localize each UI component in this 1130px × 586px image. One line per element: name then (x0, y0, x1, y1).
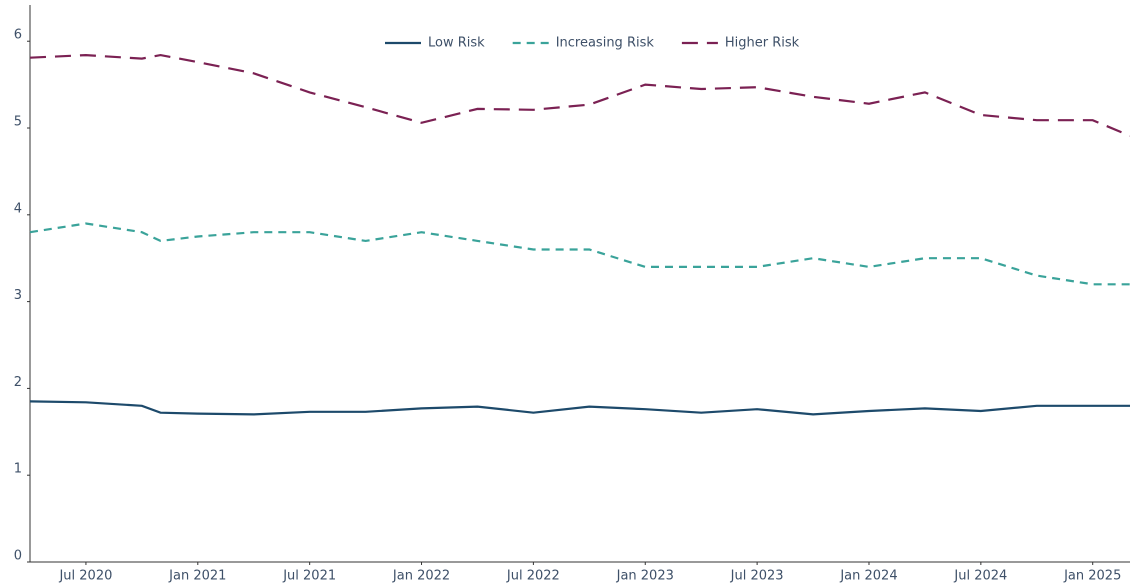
x-tick-label: Jan 2021 (168, 569, 226, 584)
series-line (29, 53, 1130, 137)
y-tick-label: 0 (14, 549, 22, 564)
x-tick-label: Jan 2022 (392, 569, 450, 584)
x-tick-label: Jan 2025 (1063, 569, 1121, 584)
x-tick-label: Jul 2022 (506, 569, 560, 584)
x-tick-label: Jul 2024 (953, 569, 1007, 584)
x-tick-label: Jan 2023 (616, 569, 674, 584)
y-tick-label: 5 (14, 115, 22, 130)
y-tick-label: 3 (14, 288, 22, 303)
y-tick-label: 4 (14, 201, 22, 216)
series-line (29, 400, 1130, 416)
x-tick-label: Jul 2023 (730, 569, 784, 584)
legend-label: Increasing Risk (556, 36, 655, 51)
y-tick-label: 2 (14, 375, 22, 390)
y-tick-label: 1 (14, 462, 22, 477)
legend-label: Higher Risk (725, 36, 800, 51)
x-tick-label: Jan 2024 (839, 569, 897, 584)
x-tick-label: Jul 2020 (58, 569, 112, 584)
x-tick-label: Jul 2021 (282, 569, 336, 584)
y-tick-label: 6 (14, 28, 22, 43)
series-line (29, 222, 1130, 286)
legend-label: Low Risk (428, 36, 485, 51)
